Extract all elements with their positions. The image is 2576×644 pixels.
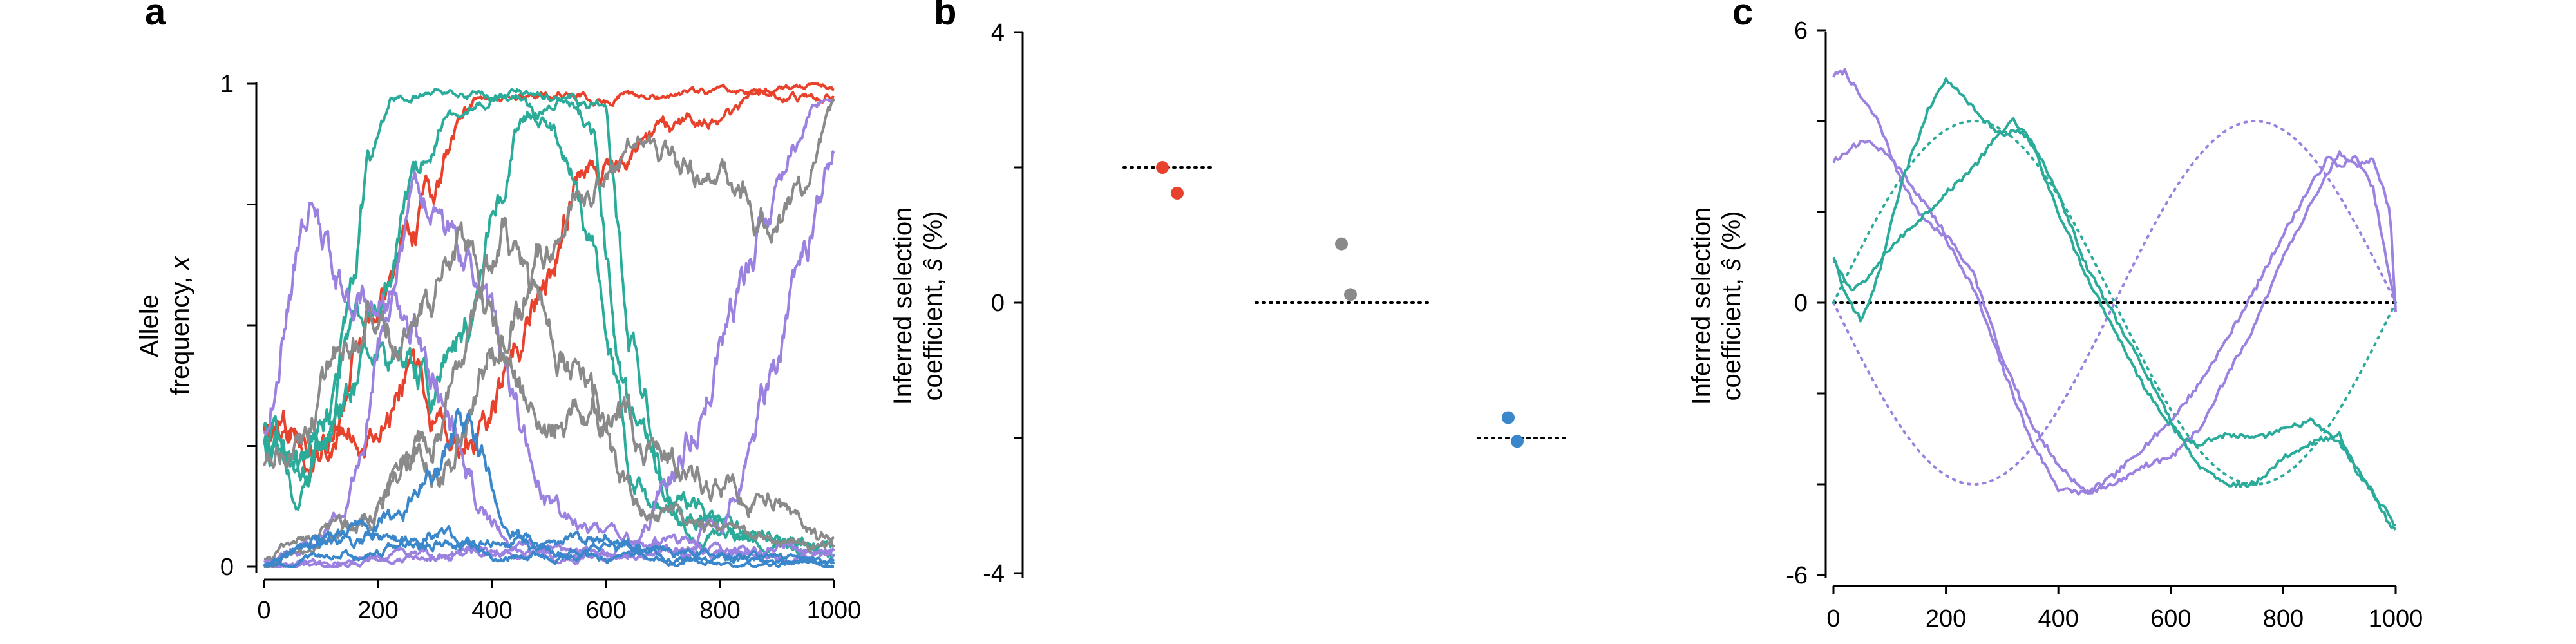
panel-b-point-red: [1156, 161, 1169, 174]
panel-a-trajectory-blue: [263, 525, 835, 568]
panel-a-ylabel-line1: Allele: [135, 294, 164, 357]
panel-a-x-tick-label: 400: [471, 597, 512, 624]
panel-c-true-curve-teal: [1832, 119, 2397, 486]
panel-c-ylabel-text: coefficient,: [1718, 271, 1746, 401]
panel-a-x-tick-label: 800: [699, 597, 740, 624]
panel-a-ylabel-variable: x: [166, 256, 194, 271]
panel-c-x-tick-label: 400: [2038, 605, 2078, 632]
panel-b-ylabel-variable: ŝ: [919, 258, 947, 271]
panel-b-point-gray: [1344, 288, 1357, 301]
panel-c-x-tick-label: 800: [2263, 605, 2304, 632]
panel-a-trajectory-teal: [263, 88, 835, 559]
panel-c-x-tick-label: 1000: [2369, 605, 2423, 632]
panel-c-y-tick-label: 6: [1794, 17, 1808, 44]
panel-a-y-axis-label: Allele frequency, x: [135, 256, 194, 395]
panel-c-x-tick-label: 600: [2150, 605, 2191, 632]
panel-a: a Allele frequency, x 01 0 200 400 600 800 10…: [135, 0, 861, 624]
panel-b-point-gray: [1335, 237, 1348, 251]
panel-c-ylabel-line1: Inferred selection: [1687, 207, 1716, 405]
panel-a-x-tick-label: 1000: [807, 597, 862, 624]
panel-b: b Inferred selection coefficient, ŝ (%) …: [889, 0, 1569, 587]
panel-b-ylabel-line1: Inferred selection: [889, 207, 917, 405]
panel-b-point-blue: [1502, 411, 1515, 424]
panel-b-ylabel-unit: (%): [919, 211, 947, 258]
panel-a-y-tick-label: 0: [220, 554, 234, 581]
panel-a-x-ticks: 0 200 400 600 800 1000: [257, 580, 861, 624]
panel-c-ylabel-line2: coefficient, ŝ (%): [1718, 211, 1746, 401]
panel-b-point-blue: [1511, 435, 1524, 448]
panel-c-inferred-curve-purple: [1832, 68, 2397, 496]
panel-a-trajectory-teal: [263, 88, 835, 553]
panel-a-x-tick-label: 0: [257, 597, 270, 624]
panel-b-label: b: [934, 0, 956, 33]
panel-a-trajectories: [263, 82, 835, 568]
panel-c-label: c: [1732, 0, 1753, 33]
panel-a-trajectory-blue: [263, 408, 835, 568]
panel-a-trajectory-purple: [263, 170, 835, 564]
panel-a-ylabel-text: frequency,: [166, 270, 194, 395]
panel-a-y-ticks: 01: [220, 71, 256, 581]
panel-a-trajectory-red: [263, 89, 835, 463]
panel-a-ylabel-line2: frequency, x: [166, 256, 194, 395]
panel-c-ylabel-variable: ŝ: [1718, 258, 1746, 271]
panel-a-trajectory-blue: [263, 530, 835, 568]
panel-c-true-curves: [1832, 119, 2397, 486]
panel-a-trajectory-gray: [263, 221, 835, 553]
panel-c-x-tick-label: 0: [1826, 605, 1840, 632]
panel-c-inferred-curves: [1832, 68, 2397, 531]
panel-a-y-tick-label: 1: [220, 71, 234, 98]
panel-c-inferred-curve-teal: [1832, 77, 2397, 531]
panel-c-y-axis-label: Inferred selection coefficient, ŝ (%): [1687, 207, 1746, 405]
panel-c-y-ticks: -6 0 6: [1786, 17, 1826, 589]
panel-c-x-tick-label: 200: [1926, 605, 1966, 632]
panel-c-x-ticks: 0 200 400 600 800 1000: [1826, 586, 2423, 632]
panel-c-inferred-curve-teal: [1832, 117, 2396, 527]
panel-c-y-tick-label: 0: [1794, 290, 1808, 317]
panel-c: c Inferred selection coefficient, ŝ (%) …: [1687, 0, 2423, 632]
panel-b-points: [1156, 161, 1524, 448]
panel-c-true-curve-purple: [1832, 119, 2397, 486]
panel-c-y-tick-label: -6: [1786, 562, 1808, 589]
panel-b-ylabel-text: coefficient,: [919, 271, 947, 401]
panel-b-y-tick-label: -4: [983, 560, 1005, 587]
panel-b-y-axis-label: Inferred selection coefficient, ŝ (%): [889, 207, 947, 405]
panel-b-ylabel-line2: coefficient, ŝ (%): [919, 211, 947, 401]
panel-b-point-red: [1171, 186, 1184, 200]
panel-b-y-tick-label: 4: [991, 19, 1005, 46]
panel-c-ylabel-unit: (%): [1718, 211, 1746, 258]
panel-b-true-values: [1122, 166, 1569, 439]
panel-b-y-tick-label: 0: [991, 290, 1005, 317]
panel-a-x-tick-label: 600: [585, 597, 626, 624]
panel-a-x-tick-label: 200: [357, 597, 398, 624]
panel-a-trajectory-purple: [263, 202, 835, 566]
panel-c-inferred-curve-purple: [1832, 140, 2397, 495]
panel-b-y-ticks: -4 0 4: [983, 19, 1023, 587]
panel-a-label: a: [145, 0, 166, 33]
